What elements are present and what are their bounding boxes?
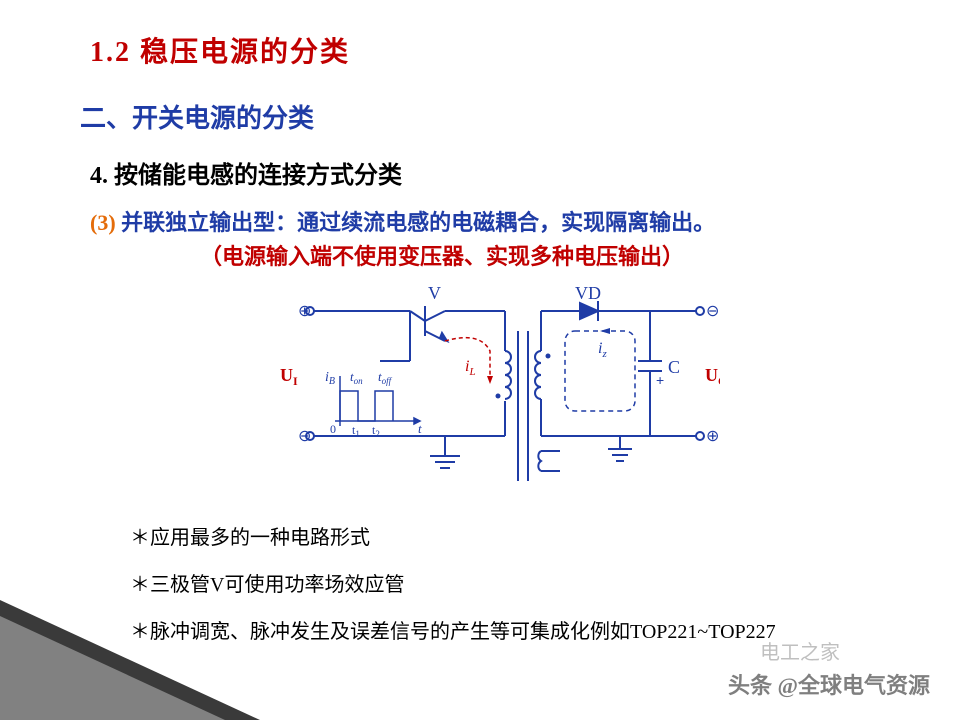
label-UO-sub: O bbox=[718, 374, 720, 388]
watermark-icon: 电工之家 bbox=[760, 636, 840, 665]
section-number: 1.2 稳压电源的分类 bbox=[90, 30, 910, 70]
circuit-diagram: ⊕ ⊖ bbox=[280, 281, 720, 501]
label-UO: U bbox=[705, 365, 718, 385]
label-V: V bbox=[428, 283, 441, 303]
svg-text:⊖: ⊖ bbox=[298, 428, 311, 445]
item-number: 4. bbox=[90, 163, 108, 189]
desc-text: 并联独立输出型：通过续流电感的电磁耦合，实现隔离输出。 bbox=[116, 210, 716, 235]
label-t: t bbox=[418, 421, 422, 436]
label-ton-sub: on bbox=[354, 376, 364, 386]
bullet-2: ＊三极管V可使用功率场效应管 bbox=[130, 568, 910, 597]
item-title-text: 按储能电感的连接方式分类 bbox=[108, 163, 402, 189]
corner-decoration bbox=[0, 600, 260, 720]
svg-text:iz: iz bbox=[598, 340, 607, 360]
svg-text:t2: t2 bbox=[372, 423, 380, 439]
svg-text:⊕: ⊕ bbox=[706, 428, 719, 445]
svg-text:iL: iL bbox=[465, 358, 476, 378]
subtitle: 二、开关电源的分类 bbox=[80, 98, 910, 135]
label-toff-sub: off bbox=[382, 376, 393, 386]
label-C: C bbox=[668, 357, 680, 377]
label-iz-sub: z bbox=[601, 348, 607, 360]
label-t2-sub: 2 bbox=[375, 429, 380, 439]
svg-text:UI: UI bbox=[280, 365, 298, 388]
label-t1-sub: 1 bbox=[355, 429, 360, 439]
svg-text:t1: t1 bbox=[352, 423, 360, 439]
svg-text:UO: UO bbox=[705, 365, 720, 388]
svg-text:toff: toff bbox=[378, 369, 393, 386]
svg-text:⊕: ⊕ bbox=[298, 303, 311, 320]
label-iB-sub: B bbox=[329, 376, 335, 387]
watermark-text: 头条 @全球电气资源 bbox=[728, 668, 930, 700]
sub-number: (3) bbox=[90, 210, 116, 235]
description-note: （电源输入端不使用变压器、实现多种电压输出） bbox=[200, 239, 910, 271]
label-UI-sub: I bbox=[293, 374, 298, 388]
svg-text:+: + bbox=[656, 372, 664, 388]
description-main: (3) 并联独立输出型：通过续流电感的电磁耦合，实现隔离输出。 bbox=[90, 206, 910, 239]
svg-text:ton: ton bbox=[350, 369, 363, 386]
label-zero: 0 bbox=[330, 422, 336, 436]
svg-text:⊖: ⊖ bbox=[706, 303, 719, 320]
label-UI: U bbox=[280, 365, 293, 385]
item-title: 4. 按储能电感的连接方式分类 bbox=[90, 155, 910, 190]
svg-text:iB: iB bbox=[325, 370, 335, 387]
bullet-1: ＊应用最多的一种电路形式 bbox=[130, 521, 910, 550]
label-iL-sub: L bbox=[468, 366, 475, 378]
label-VD: VD bbox=[575, 283, 601, 303]
